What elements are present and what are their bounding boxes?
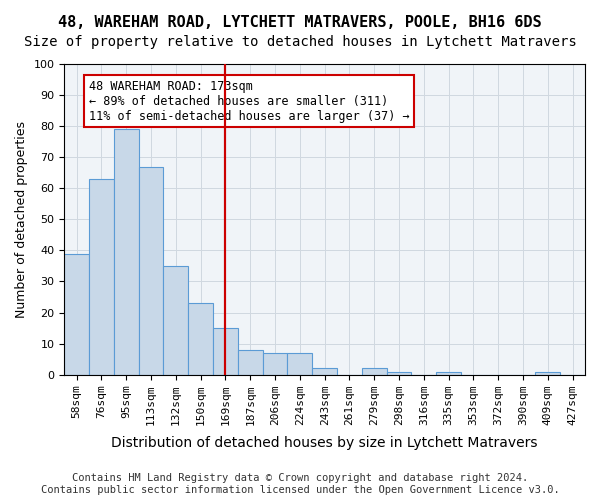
X-axis label: Distribution of detached houses by size in Lytchett Matravers: Distribution of detached houses by size …: [112, 436, 538, 450]
Bar: [89, 179, 114, 374]
Bar: [188, 303, 213, 374]
Bar: [312, 368, 337, 374]
Bar: [238, 350, 263, 374]
Bar: [263, 353, 287, 374]
Text: Contains HM Land Registry data © Crown copyright and database right 2024.
Contai: Contains HM Land Registry data © Crown c…: [41, 474, 559, 495]
Text: Size of property relative to detached houses in Lytchett Matravers: Size of property relative to detached ho…: [23, 35, 577, 49]
Bar: [139, 166, 163, 374]
Bar: [213, 328, 238, 374]
Text: 48 WAREHAM ROAD: 173sqm
← 89% of detached houses are smaller (311)
11% of semi-d: 48 WAREHAM ROAD: 173sqm ← 89% of detache…: [89, 80, 410, 122]
Bar: [163, 266, 188, 374]
Bar: [114, 129, 139, 374]
Bar: [386, 372, 412, 374]
Bar: [362, 368, 386, 374]
Text: 48, WAREHAM ROAD, LYTCHETT MATRAVERS, POOLE, BH16 6DS: 48, WAREHAM ROAD, LYTCHETT MATRAVERS, PO…: [58, 15, 542, 30]
Bar: [535, 372, 560, 374]
Y-axis label: Number of detached properties: Number of detached properties: [15, 121, 28, 318]
Bar: [436, 372, 461, 374]
Bar: [287, 353, 312, 374]
Bar: [64, 254, 89, 374]
